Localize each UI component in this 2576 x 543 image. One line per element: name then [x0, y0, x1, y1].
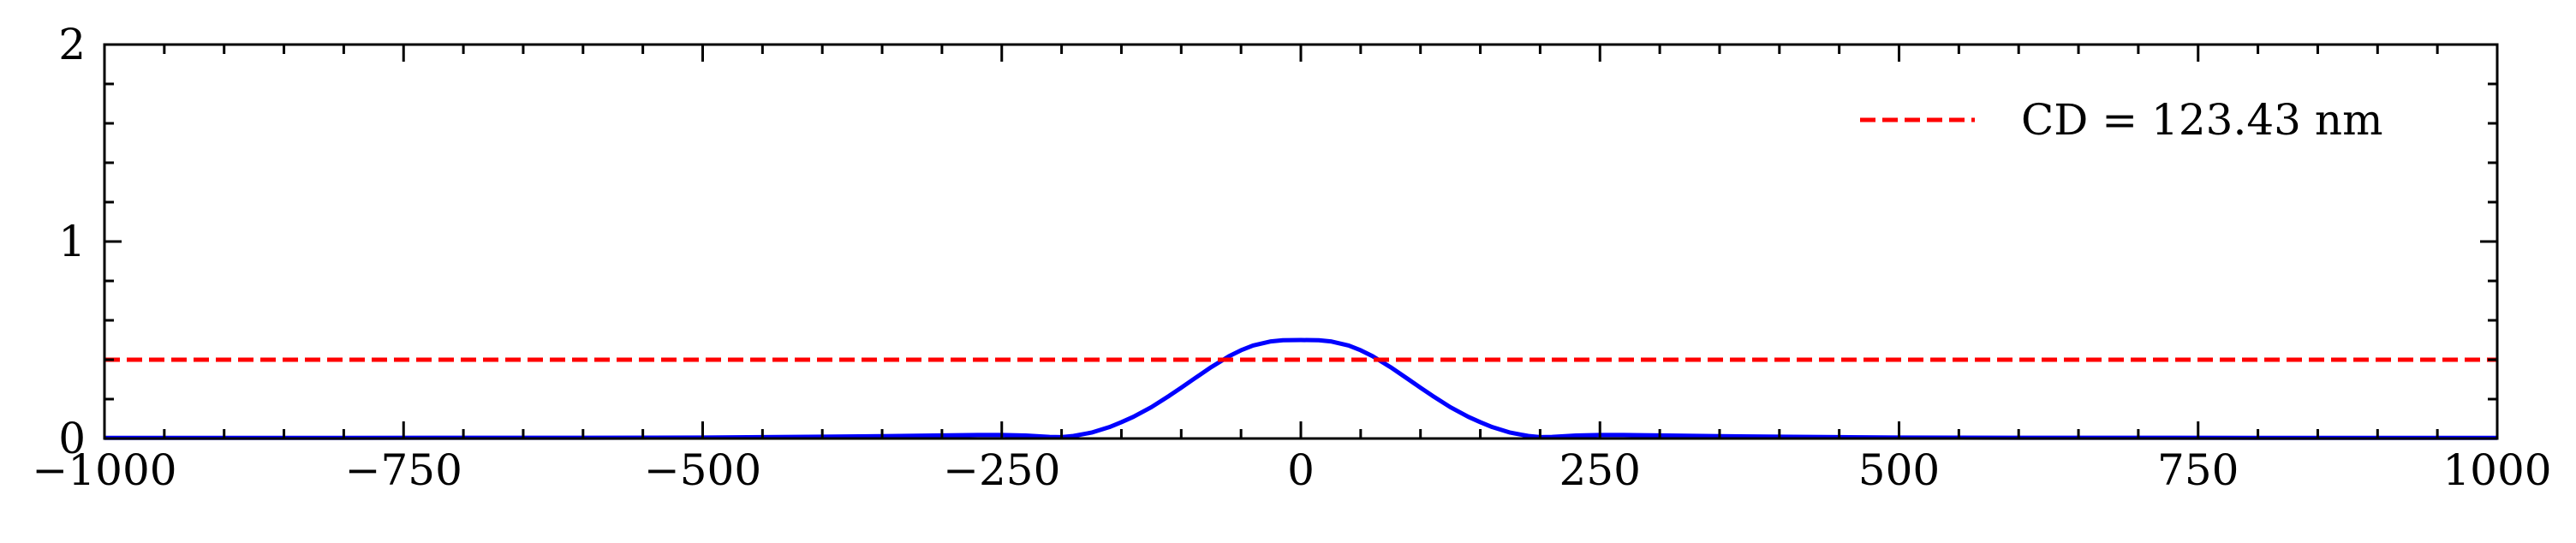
y-tick-label: 0	[58, 414, 86, 463]
x-tick-label: −750	[345, 445, 462, 495]
plot-series	[104, 337, 2497, 440]
x-tick-label: 750	[2157, 445, 2239, 495]
plot-frame	[103, 43, 2499, 440]
x-tick-label: −500	[644, 445, 761, 495]
legend-label: CD = 123.43 nm	[2021, 95, 2383, 145]
y-axis-ticks: 0 1 2	[58, 20, 2497, 463]
y-tick-label: 1	[58, 217, 86, 266]
profile-curve	[104, 337, 2497, 440]
x-tick-label: 250	[1559, 445, 1641, 495]
y-tick-label: 2	[58, 20, 86, 69]
x-tick-label: 500	[1858, 445, 1940, 495]
x-tick-label: −250	[943, 445, 1060, 495]
x-tick-label: 0	[1287, 445, 1315, 495]
x-tick-label: 1000	[2442, 445, 2551, 495]
x-tick-label: −1000	[32, 445, 176, 495]
x-axis-ticks: −1000 −750 −500 −250 0 250 500 750 1000	[32, 45, 2552, 495]
legend: CD = 123.43 nm	[1860, 95, 2383, 145]
